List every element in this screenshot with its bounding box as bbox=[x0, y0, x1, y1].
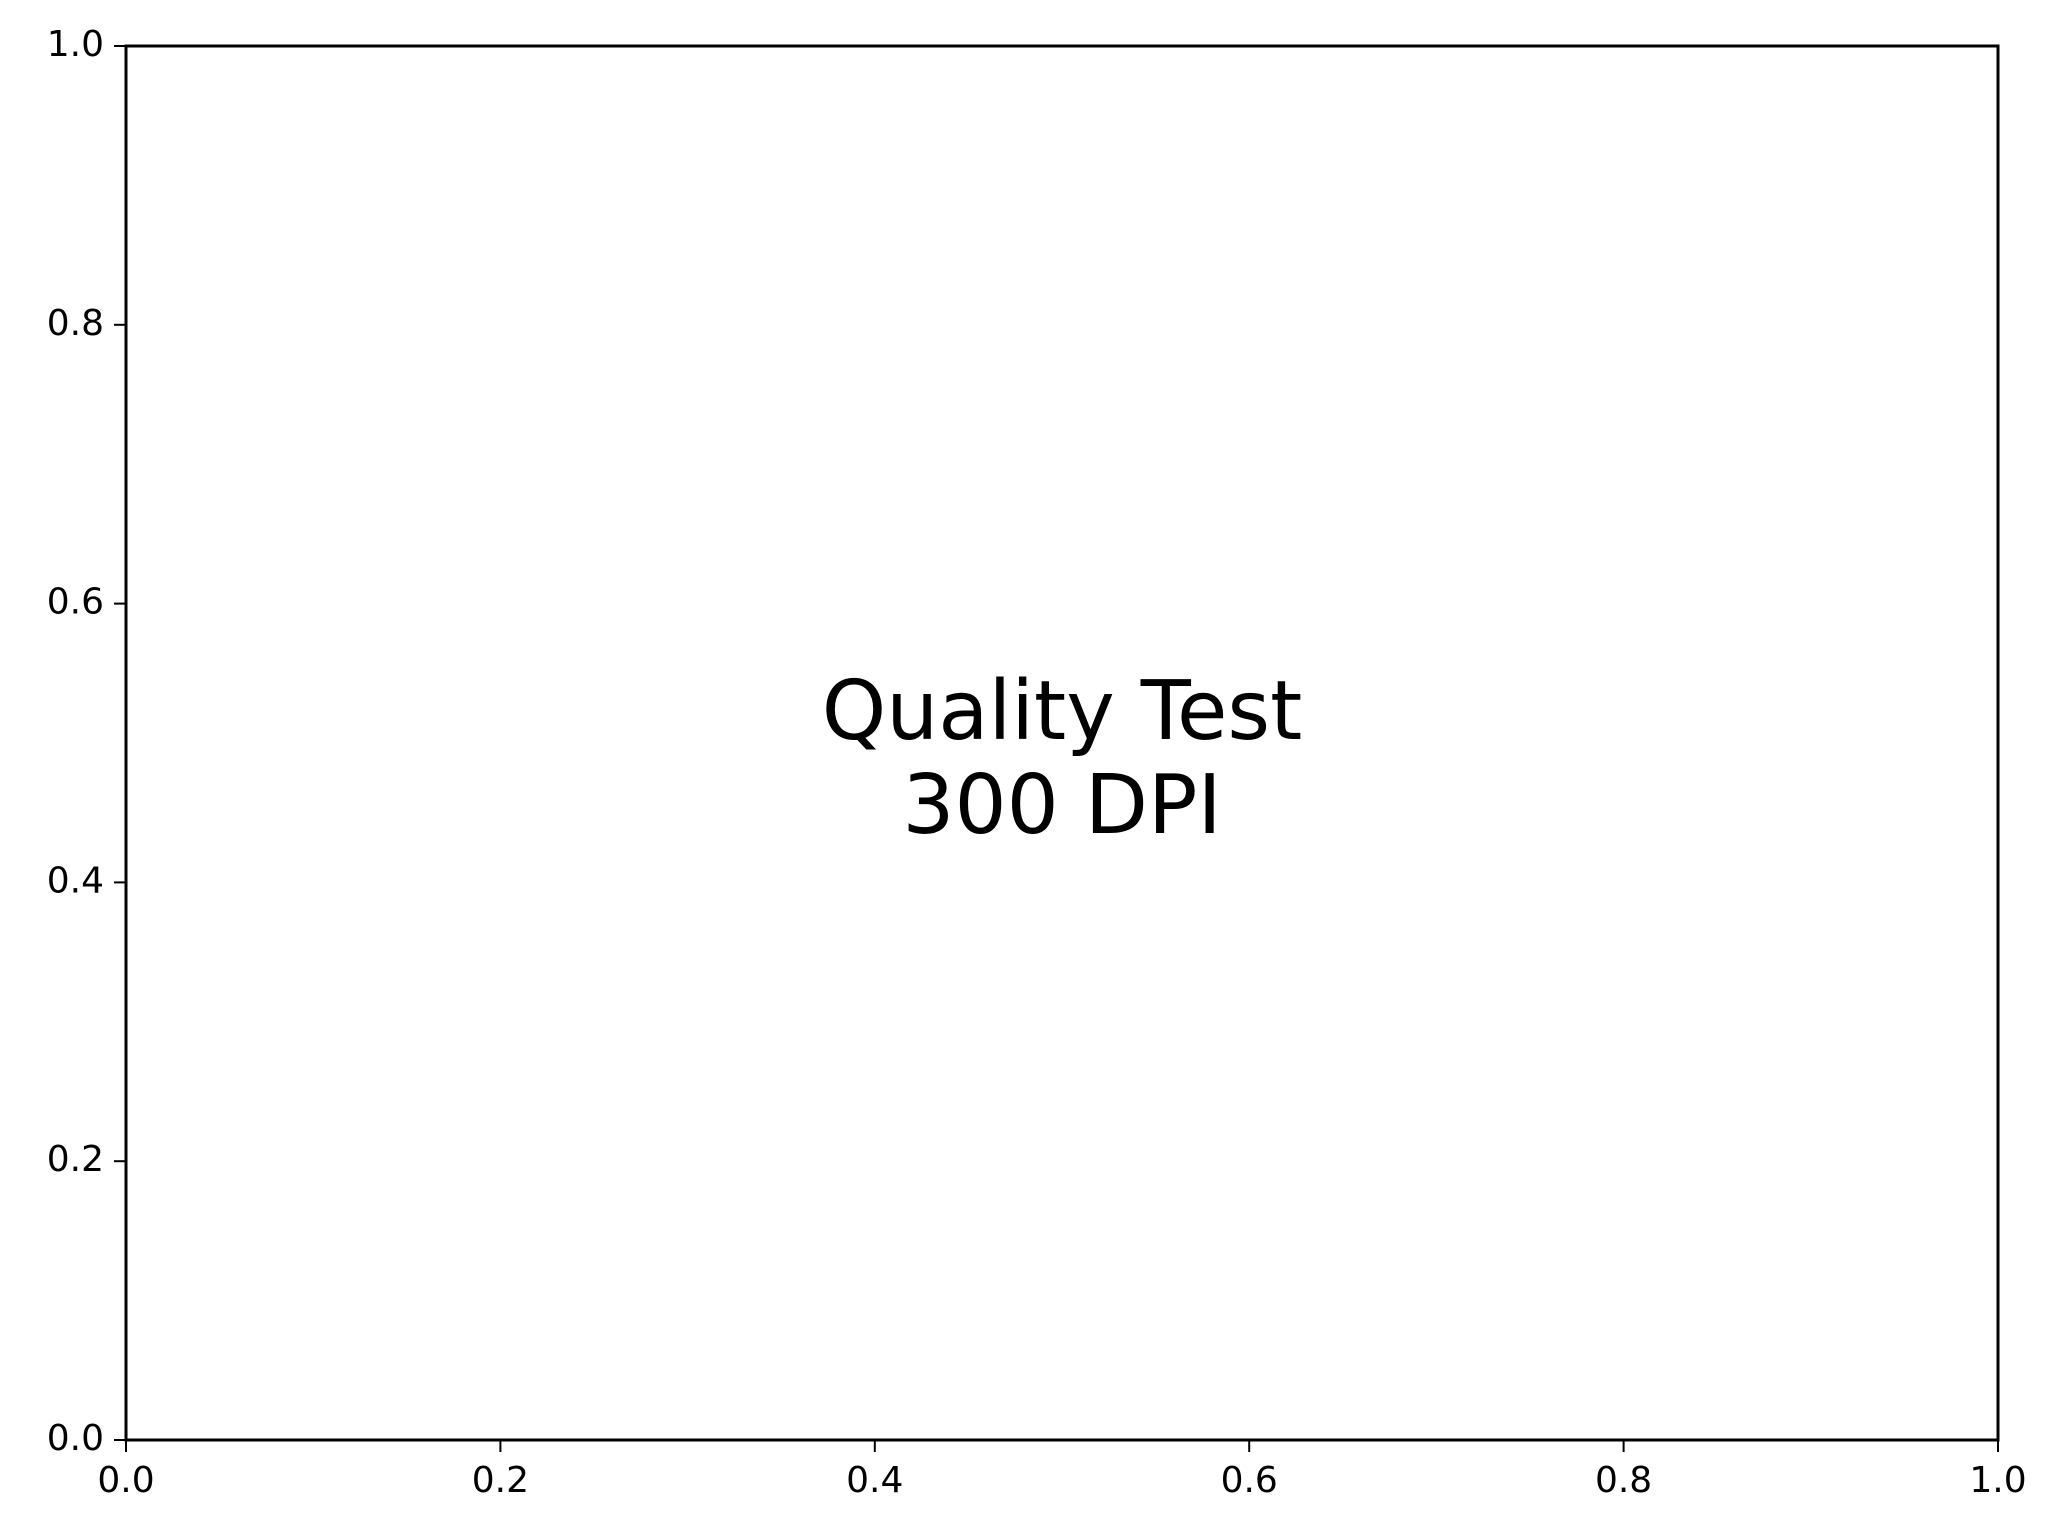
x-tick-label: 0.0 bbox=[97, 1460, 154, 1501]
annotation-layer: Quality Test 300 DPI bbox=[822, 664, 1303, 853]
x-tick-label: 0.8 bbox=[1595, 1460, 1652, 1501]
y-tick-label: 0.8 bbox=[47, 303, 104, 344]
y-tick-label: 0.0 bbox=[47, 1418, 104, 1459]
x-axis: 0.0 0.2 0.4 0.6 0.8 1.0 bbox=[97, 1440, 2027, 1501]
x-tick-label: 0.6 bbox=[1221, 1460, 1278, 1501]
x-tick-label: 0.4 bbox=[846, 1460, 903, 1501]
y-axis: 0.0 0.2 0.4 0.6 0.8 1.0 bbox=[47, 24, 126, 1459]
annotation-line-1: Quality Test bbox=[822, 664, 1303, 759]
annotation-line-2: 300 DPI bbox=[902, 758, 1221, 853]
y-tick-label: 0.6 bbox=[47, 582, 104, 623]
axes-frame bbox=[124, 44, 2000, 1442]
x-tick-label: 1.0 bbox=[1969, 1460, 2026, 1501]
y-tick-label: 0.4 bbox=[47, 860, 104, 901]
y-tick-label: 1.0 bbox=[47, 24, 104, 65]
x-tick-label: 0.2 bbox=[472, 1460, 529, 1501]
y-tick-label: 0.2 bbox=[47, 1139, 104, 1180]
